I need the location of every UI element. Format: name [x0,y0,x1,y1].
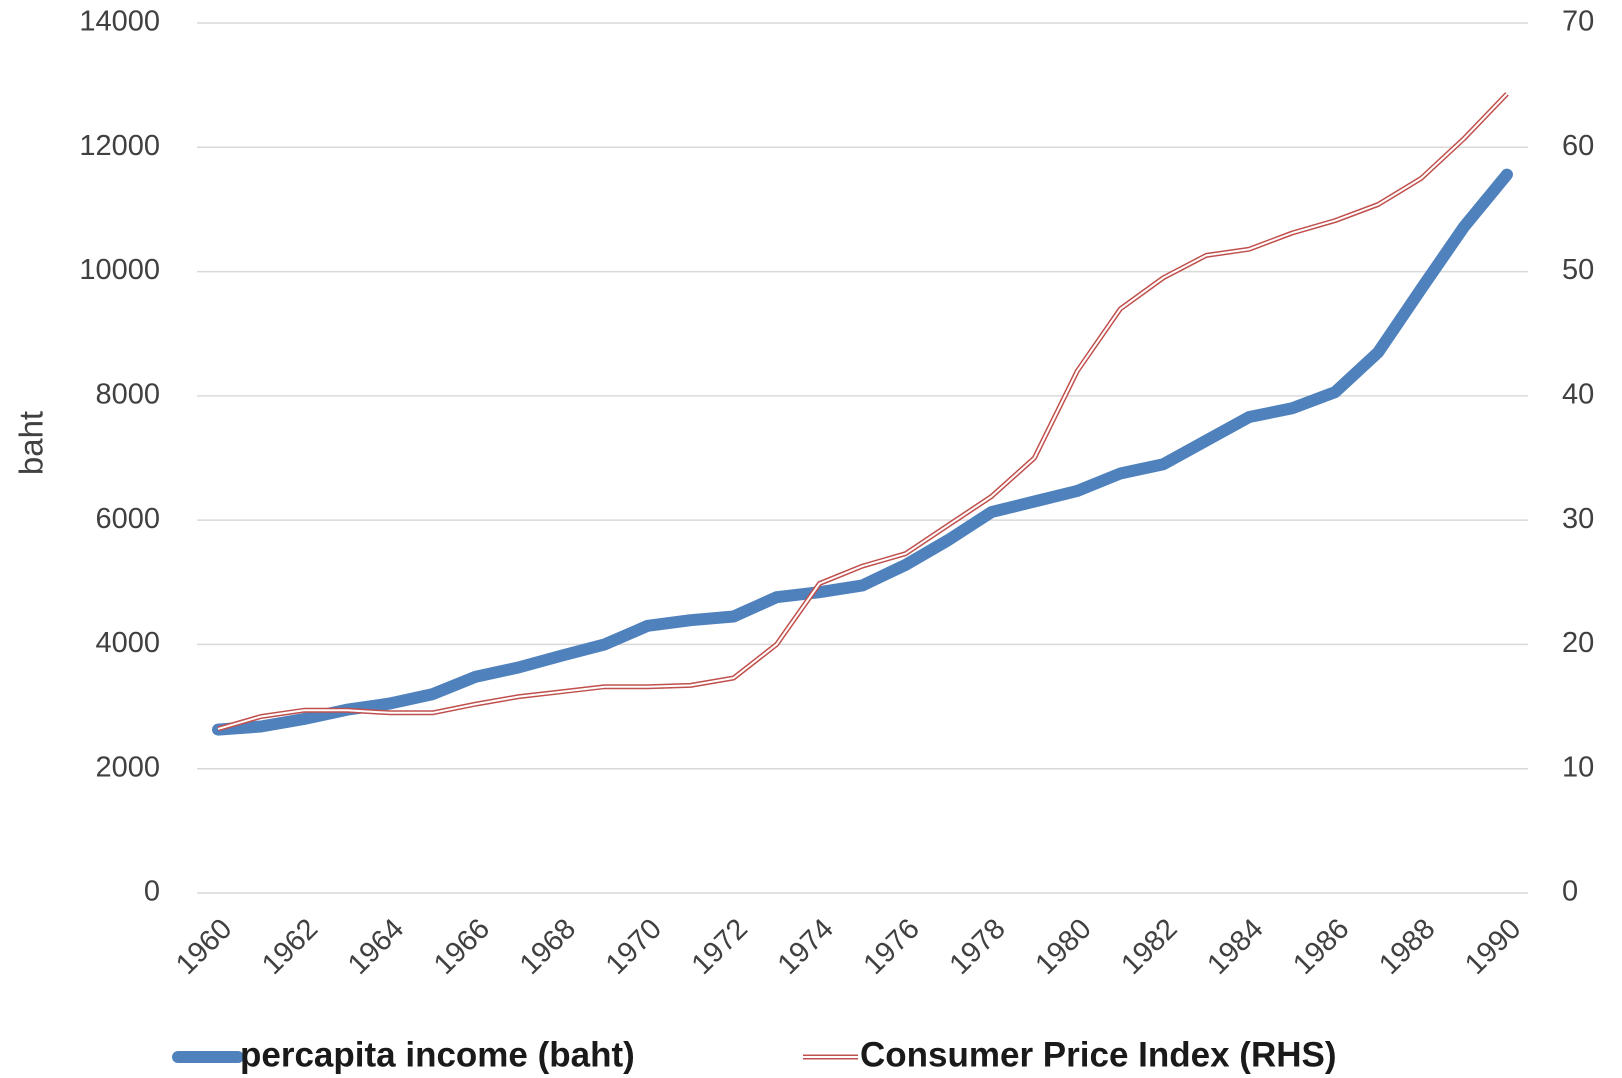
x-tick-label: 1964 [342,913,410,981]
legend-label: Consumer Price Index (RHS) [860,1035,1337,1074]
x-tick-label: 1988 [1373,913,1441,981]
x-tick-label: 1960 [170,913,238,981]
x-tick-label: 1968 [514,913,582,981]
y-tick-label: 8000 [95,379,160,411]
series-line [212,168,1513,736]
y2-tick-label: 50 [1562,254,1594,286]
y-tick-label: 6000 [95,503,160,535]
y2-tick-label: 40 [1562,379,1594,411]
x-tick-label: 1984 [1201,913,1269,981]
x-tick-label: 1978 [944,913,1012,981]
y2-tick-label: 70 [1562,6,1594,38]
series-line-inner [217,93,1508,730]
y2-tick-label: 0 [1562,876,1578,908]
x-tick-label: 1986 [1287,913,1355,981]
x-tick-label: 1990 [1459,913,1527,981]
y-tick-label: 4000 [95,627,160,659]
x-tick-label: 1970 [600,913,668,981]
x-tick-label: 1962 [256,913,324,981]
x-tick-label: 1976 [858,913,926,981]
y-axis-label: baht [13,411,50,475]
x-tick-label: 1980 [1029,913,1097,981]
y2-tick-label: 10 [1562,751,1594,783]
series-line [217,92,1509,732]
y2-tick-label: 60 [1562,130,1594,162]
x-tick-label: 1974 [772,913,840,981]
y-tick-label: 0 [144,876,160,908]
y-tick-label: 10000 [79,254,160,286]
y-tick-label: 14000 [79,6,160,38]
y-tick-label: 12000 [79,130,160,162]
y2-tick-label: 30 [1562,503,1594,535]
x-tick-label: 1982 [1115,913,1183,981]
x-tick-label: 1966 [428,913,496,981]
y2-tick-label: 20 [1562,627,1594,659]
x-tick-label: 1972 [686,913,754,981]
legend-label: percapita income (baht) [240,1035,635,1074]
y-tick-label: 2000 [95,751,160,783]
